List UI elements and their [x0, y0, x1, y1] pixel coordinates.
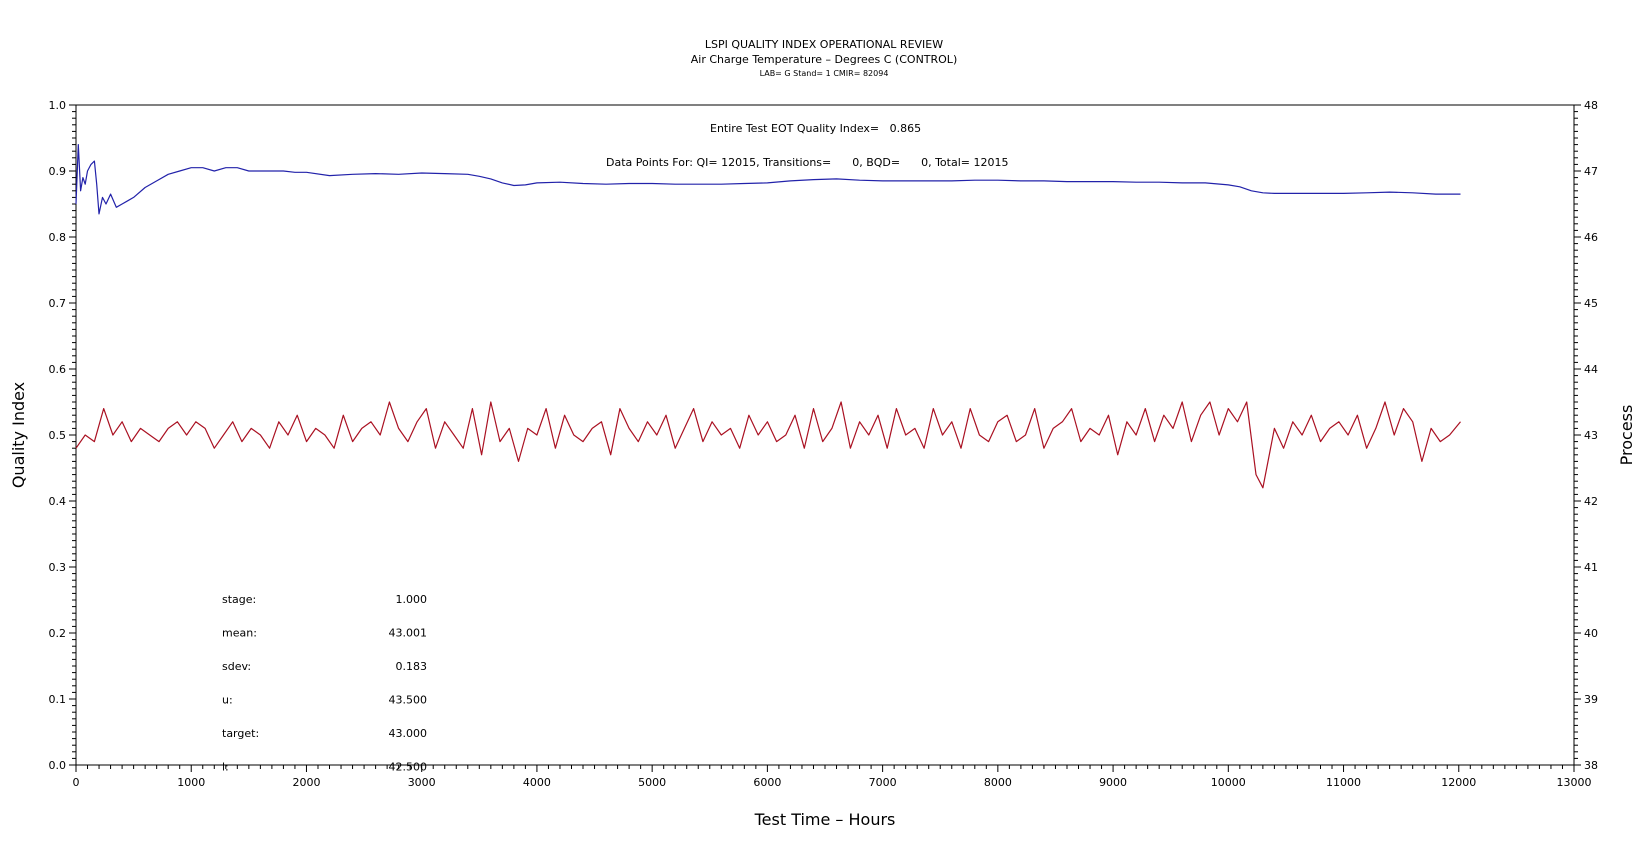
y-tick-label: 0.1	[49, 693, 67, 706]
y-tick-label: 0.8	[49, 231, 67, 244]
x-axis-ticks: 0 1000 2000 3000 4000 5000 6000 7000 8000 9000 100…	[73, 765, 1592, 789]
x-tick-label: 11000	[1326, 776, 1361, 789]
y2-tick-label: 40	[1584, 627, 1598, 640]
stats-table: stage: 1.000 mean: 43.001 sdev: 0.183 u: 43.500…	[222, 593, 427, 774]
stat-label: u:	[222, 694, 233, 707]
data-points-annotation: Data Points For: QI= 12015, Transitions=…	[606, 156, 1008, 169]
y2-tick-label: 45	[1584, 297, 1598, 310]
y-tick-label: 1.0	[49, 99, 67, 112]
x-tick-label: 2000	[292, 776, 320, 789]
stat-label: sdev:	[222, 660, 251, 673]
process-series-line	[75, 401, 1461, 489]
y-tick-label: 0.3	[49, 561, 67, 574]
y2-axis-label: Process	[1617, 405, 1636, 466]
stat-value: 1.000	[396, 593, 428, 606]
x-tick-label: 1000	[177, 776, 205, 789]
y-axis-ticks: 0.0 0.1 0.2 0.3 0.4 0.5 0.6 0.7 0.8 0.9 1.0	[49, 99, 76, 772]
x-tick-label: 4000	[523, 776, 551, 789]
y2-tick-label: 38	[1584, 759, 1598, 772]
stat-label: mean:	[222, 627, 257, 640]
stat-value: 43.000	[389, 727, 428, 740]
x-tick-label: 8000	[984, 776, 1012, 789]
y-tick-label: 0.2	[49, 627, 67, 640]
y-tick-label: 0.9	[49, 165, 67, 178]
eot-quality-annotation: Entire Test EOT Quality Index= 0.865	[710, 122, 921, 135]
y2-axis-ticks: 38 39 40 41 42 43 44 45 46 47 48	[1574, 99, 1598, 772]
chart-subtitle: Air Charge Temperature – Degrees C (CONT…	[691, 53, 957, 66]
y-axis-label: Quality Index	[9, 382, 28, 488]
y2-tick-label: 47	[1584, 165, 1598, 178]
y2-tick-label: 43	[1584, 429, 1598, 442]
x-tick-label: 7000	[869, 776, 897, 789]
y-tick-label: 0.6	[49, 363, 67, 376]
series-layer	[75, 144, 1461, 489]
x-axis-label: Test Time – Hours	[754, 810, 896, 829]
stat-label: l:	[222, 761, 229, 774]
y2-tick-label: 42	[1584, 495, 1598, 508]
stat-label: stage:	[222, 593, 256, 606]
stat-value: 0.183	[396, 660, 428, 673]
x-tick-label: 13000	[1557, 776, 1592, 789]
stat-value: 43.500	[389, 694, 428, 707]
chart-subtitle-2: LAB= G Stand= 1 CMIR= 82094	[760, 69, 889, 78]
x-tick-label: 3000	[408, 776, 436, 789]
y-tick-label: 0.4	[49, 495, 67, 508]
y2-tick-label: 41	[1584, 561, 1598, 574]
plot-frame	[75, 104, 1575, 766]
chart-title: LSPI QUALITY INDEX OPERATIONAL REVIEW	[705, 38, 943, 51]
stat-label: target:	[222, 727, 259, 740]
stat-value: 42.500	[389, 761, 428, 774]
quality-index-series-line	[75, 144, 1461, 215]
y2-tick-label: 44	[1584, 363, 1598, 376]
x-tick-label: 9000	[1099, 776, 1127, 789]
y2-tick-label: 39	[1584, 693, 1598, 706]
x-tick-label: 5000	[638, 776, 666, 789]
stat-value: 43.001	[389, 627, 428, 640]
x-tick-label: 6000	[753, 776, 781, 789]
x-tick-label: 10000	[1211, 776, 1246, 789]
x-tick-label: 12000	[1441, 776, 1476, 789]
x-tick-label: 0	[73, 776, 80, 789]
y-tick-label: 0.0	[49, 759, 67, 772]
y2-tick-label: 48	[1584, 99, 1598, 112]
y-tick-label: 0.7	[49, 297, 67, 310]
y-tick-label: 0.5	[49, 429, 67, 442]
y2-tick-label: 46	[1584, 231, 1598, 244]
